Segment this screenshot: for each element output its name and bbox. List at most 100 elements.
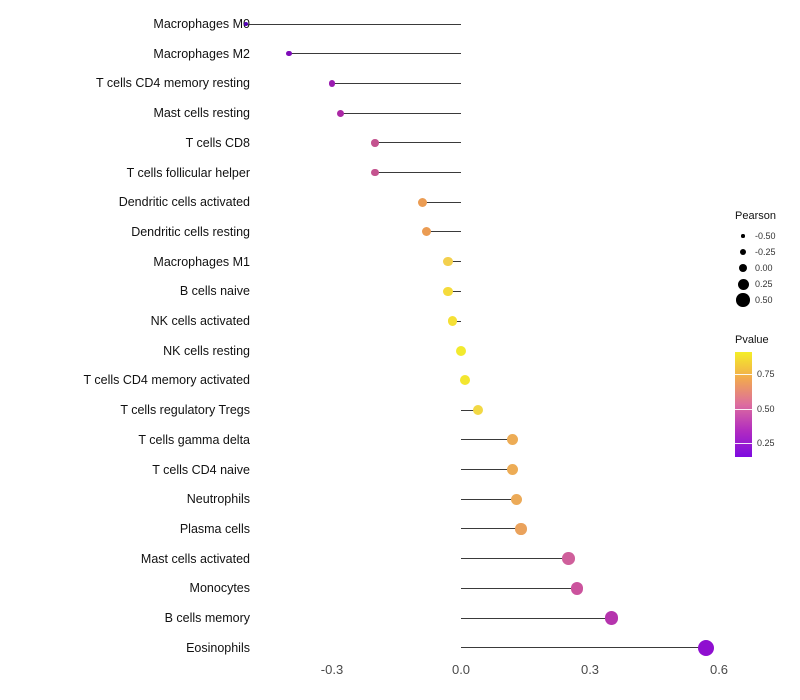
size-swatch-dot [740,249,746,255]
pvalue-tick-mark [735,408,752,410]
size-swatch-cell [735,249,751,255]
category-label: NK cells resting [163,343,250,358]
pearson-legend-item: 0.50 [735,292,799,308]
size-swatch-dot [738,263,748,273]
data-point [604,611,619,625]
size-legend-label: -0.50 [755,231,776,241]
data-point [422,227,432,237]
data-point [515,523,527,535]
size-swatch-cell [735,234,751,238]
size-swatch-cell [735,263,751,273]
lollipop-stem [448,261,461,263]
data-point [456,345,466,356]
data-point [371,168,379,177]
category-label: Plasma cells [179,521,250,536]
size-legend-label: 0.25 [755,279,773,289]
category-label: T cells CD8 [185,135,250,150]
category-label: NK cells activated [150,314,250,328]
lollipop-stem [375,172,461,173]
lollipop-stem [461,587,578,589]
size-swatch-dot [741,234,745,238]
pvalue-color-legend: Pvalue 0.75 0.50 0.25 [735,334,799,457]
lollipop-stem [289,53,461,55]
category-label: Neutrophils [186,492,250,507]
data-point [507,434,519,446]
category-label: T cells follicular helper [126,165,250,180]
lollipop-stem [246,23,461,25]
category-label: Mast cells activated [140,551,250,566]
category-label: Eosinophils [186,640,250,655]
lollipop-stem [375,142,461,144]
data-point [337,109,345,117]
size-legend-label: 0.00 [755,263,773,273]
pearson-size-legend: Pearson -0.50 -0.25 0.00 0.25 0.50 [735,210,799,308]
lollipop-stem [340,112,461,114]
data-point [447,316,458,326]
category-label: T cells gamma delta [138,432,250,447]
data-point [443,286,453,297]
pearson-legend-item: -0.25 [735,244,799,260]
category-label: Macrophages M1 [153,254,250,269]
category-label: T cells CD4 memory resting [96,76,250,91]
category-label: T cells regulatory Tregs [120,403,250,418]
lollipop-stem [461,469,513,470]
x-axis-tick-label: -0.3 [320,662,344,677]
data-point [511,493,523,505]
data-point [472,404,484,416]
lollipop-stem [461,439,513,441]
size-swatch-dot [736,293,750,307]
data-point [507,464,519,475]
category-label: B cells memory [164,611,250,625]
pearson-legend-item: 0.25 [735,276,799,292]
lollipop-stem [461,528,522,530]
lollipop-stem [461,558,569,560]
size-swatch-dot [737,278,749,290]
lollipop-stem [332,82,461,84]
category-label: B cells naive [179,284,250,299]
pvalue-gradient-bar [735,352,752,457]
lollipop-stem [448,290,461,292]
data-point [570,582,584,595]
x-axis-tick-label: 0.6 [709,662,729,677]
size-legend-label: -0.25 [755,247,776,257]
pvalue-tick-label: 0.50 [757,403,775,414]
data-point [244,22,248,26]
lollipop-stem [422,201,461,203]
category-label: T cells CD4 naive [152,462,250,477]
pvalue-legend-title: Pvalue [735,334,769,346]
size-legend-label: 0.50 [755,295,773,305]
category-label: Monocytes [189,581,250,596]
category-label: Dendritic cells activated [118,195,250,210]
size-swatch-cell [735,278,751,290]
pvalue-tick-mark [735,443,752,445]
lollipop-stem [461,409,479,411]
category-label: T cells CD4 memory activated [83,373,251,388]
data-point [417,197,427,207]
data-point [460,375,471,386]
data-point [371,139,379,147]
lollipop-stem [426,231,461,233]
data-point [286,50,292,57]
pvalue-tick-label: 0.75 [757,369,775,380]
x-axis-tick-label: 0.3 [580,662,600,677]
category-label: Mast cells resting [153,106,250,121]
x-axis-tick-label: 0.0 [451,662,471,677]
lollipop-stem [461,647,707,649]
category-label: Macrophages M2 [153,46,250,61]
legend-panel: Pearson -0.50 -0.25 0.00 0.25 0.50 Pvalue 0.… [735,210,799,457]
data-point [562,552,575,565]
pvalue-tick-mark [735,374,752,376]
pvalue-gradient-wrap: 0.75 0.50 0.25 [735,352,799,457]
pearson-legend-items: -0.50 -0.25 0.00 0.25 0.50 [735,228,799,308]
data-point [443,256,453,267]
pearson-legend-item: -0.50 [735,228,799,244]
size-swatch-cell [735,293,751,307]
lollipop-stem [461,617,612,619]
lollipop-stem [461,498,517,500]
pvalue-tick-label: 0.25 [757,438,775,449]
pearson-legend-title: Pearson [735,210,776,222]
data-point [698,639,715,656]
category-label: Dendritic cells resting [131,224,250,239]
pearson-legend-item: 0.00 [735,260,799,276]
